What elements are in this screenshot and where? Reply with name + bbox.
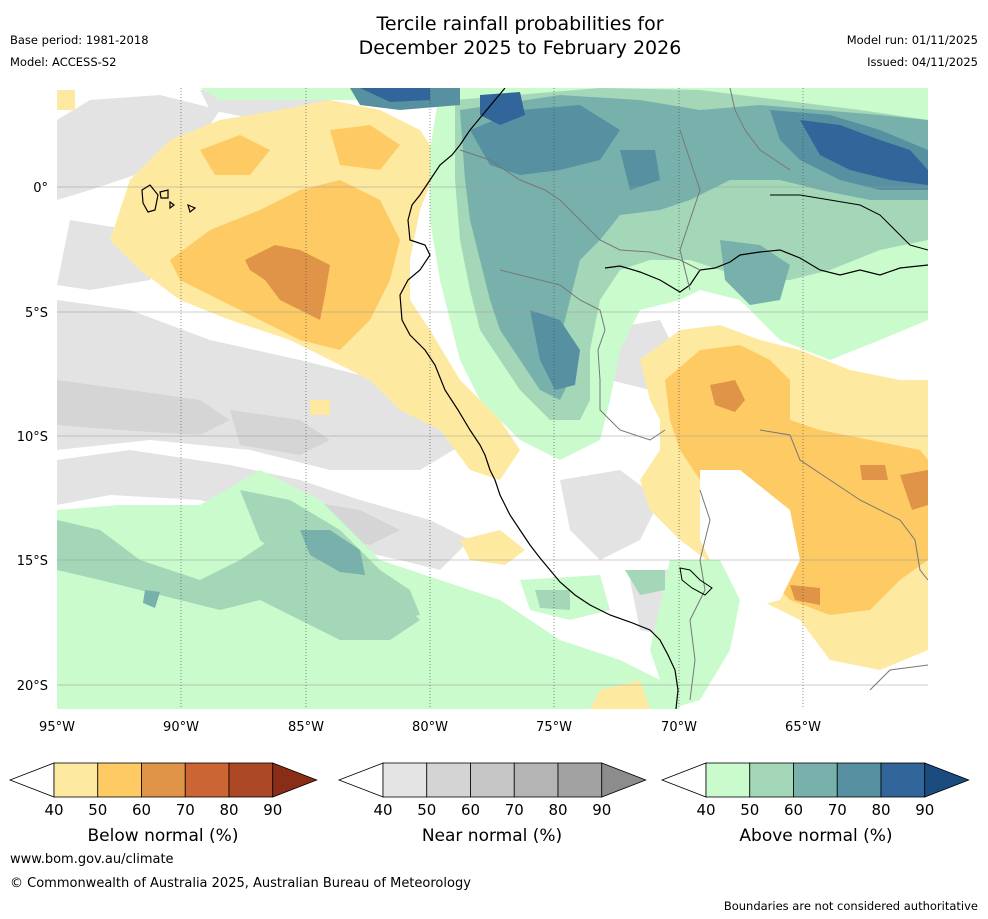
colorbar-tick-label: 60 [132, 801, 151, 819]
colorbar-segment [793, 762, 838, 798]
colorbar-tick-label: 60 [784, 801, 803, 819]
colorbar-extend-low [8, 762, 55, 798]
base-period-text: Base period: 1981-2018 [10, 33, 149, 47]
colorbar-tick-label: 80 [548, 801, 567, 819]
lon-label: 75°W [536, 720, 572, 735]
probability-map [57, 88, 928, 709]
lon-label: 85°W [288, 720, 324, 735]
colorbar-tick-label: 70 [176, 801, 195, 819]
lat-label: 10°S [17, 430, 48, 445]
colorbar-extend-high [601, 762, 647, 798]
boundaries-disclaimer: Boundaries are not considered authoritat… [723, 899, 978, 913]
footer-copyright: © Commonwealth of Australia 2025, Austra… [10, 876, 471, 891]
lake-titicaca [679, 567, 713, 596]
near-normal-label: Near normal (%) [421, 826, 563, 846]
below-normal-south-patches [310, 400, 650, 709]
colorbar-segment [426, 762, 471, 798]
colorbar-segment [557, 762, 603, 798]
colorbar-segment [470, 762, 515, 798]
model-text: Model: ACCESS-S2 [10, 55, 117, 69]
meta-left: Base period: 1981-2018 Model: ACCESS-S2 [10, 29, 149, 73]
below-normal-west [57, 90, 520, 480]
lat-label: 5°S [25, 306, 48, 321]
title-line-1: Tercile rainfall probabilities for [376, 13, 664, 35]
amazon-river [604, 249, 928, 293]
above-normal-south [57, 470, 740, 709]
lat-label: 0° [33, 181, 48, 196]
colorbar-tick-label: 90 [592, 801, 611, 819]
colorbar-tick-label: 60 [461, 801, 480, 819]
longitude-labels: 95°W 90°W 85°W 80°W 75°W 70°W 65°W [39, 720, 821, 735]
colorbar-segment [749, 762, 794, 798]
colorbar-extend-high [272, 762, 318, 798]
colorbar-segment [382, 762, 428, 798]
country-borders [459, 88, 928, 701]
above-normal-label: Above normal (%) [739, 826, 893, 846]
colorbar-tick-label: 70 [505, 801, 524, 819]
latitude-labels: 0° 5°S 10°S 15°S 20°S [17, 181, 48, 694]
lon-label: 90°W [163, 720, 199, 735]
colorbar-segment [836, 762, 882, 798]
colorbar-tick-label: 40 [373, 801, 392, 819]
issued-text: Issued: 04/11/2025 [867, 55, 978, 69]
below-normal-east [640, 325, 928, 670]
colorbar-extend-high [924, 762, 970, 798]
lat-label: 20°S [17, 679, 48, 694]
coastline [399, 88, 679, 709]
below-normal-label: Below normal (%) [87, 826, 239, 846]
colorbar-segment [513, 762, 559, 798]
colorbar-segment [705, 762, 751, 798]
latitude-lines [57, 186, 928, 686]
colorbar-segment [97, 762, 142, 798]
lon-label: 95°W [39, 720, 75, 735]
meta-right: Model run: 01/11/2025 Issued: 04/11/2025 [847, 29, 978, 73]
colorbar-segment [184, 762, 230, 798]
lon-label: 65°W [785, 720, 821, 735]
title-line-2: December 2025 to February 2026 [358, 37, 682, 59]
lat-label: 15°S [17, 554, 48, 569]
near-normal-darker [57, 380, 400, 545]
river-north [770, 194, 928, 251]
colorbar-extend-low [660, 762, 707, 798]
colorbar-tick-label: 80 [219, 801, 238, 819]
colorbar-extend-low [337, 762, 384, 798]
lon-label: 70°W [661, 720, 697, 735]
colorbar-segment [53, 762, 99, 798]
galapagos-islands [141, 184, 197, 214]
model-run-text: Model run: 01/11/2025 [846, 33, 978, 47]
colorbar-segment [141, 762, 186, 798]
colorbar-segment [880, 762, 926, 798]
colorbar-tick-label: 80 [871, 801, 890, 819]
footer-url: www.bom.gov.au/climate [10, 852, 174, 867]
colorbar-tick-label: 50 [740, 801, 759, 819]
map-title: Tercile rainfall probabilities for Decem… [250, 12, 790, 60]
colorbar-tick-label: 90 [915, 801, 934, 819]
colorbar-tick-label: 90 [263, 801, 282, 819]
colorbar-tick-label: 40 [44, 801, 63, 819]
colorbar-tick-label: 70 [828, 801, 847, 819]
colorbar-tick-label: 50 [88, 801, 107, 819]
lon-label: 80°W [412, 720, 448, 735]
colorbar-tick-label: 40 [696, 801, 715, 819]
colorbar-tick-label: 50 [417, 801, 436, 819]
colorbars: 40 50 60 70 80 90 40 50 60 70 80 90 40 50 60 70 80 90 [8, 762, 970, 819]
colorbar-segment [228, 762, 274, 798]
